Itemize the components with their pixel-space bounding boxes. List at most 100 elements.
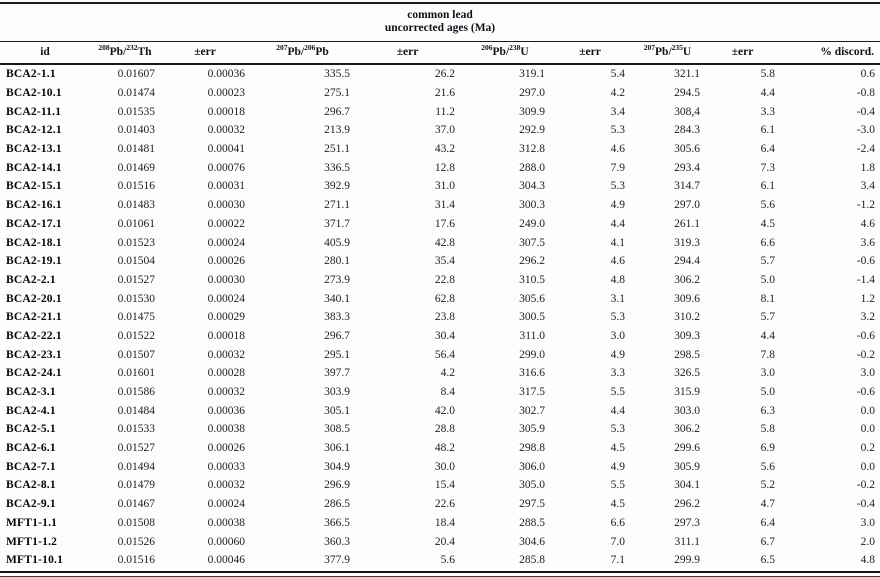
cell-value: 0.2 [860,442,875,455]
cell-value: 0.01522 [117,329,155,342]
cell-value: 0.00060 [207,535,245,548]
cell-sample-id: BCA2-19.1 [6,255,62,268]
cell-value: 284.3 [674,124,700,137]
column-header-207pb-235u: 207Pb/235U [630,42,705,65]
cell-value: 0.00026 [207,442,245,455]
cell-value: 4.9 [610,199,625,212]
cell-value: -0.6 [856,386,875,399]
cell-value: 296.7 [324,329,350,342]
cell-value: 309.3 [674,329,700,342]
cell-value: 296.9 [324,479,350,492]
cell-value: 0.01530 [117,292,155,305]
cell-value: 317.5 [519,386,545,399]
cell-value: 4.4 [760,87,775,100]
cell-value: 3.0 [610,329,625,342]
cell-value: 5.4 [610,68,625,81]
cell-sample-id: BCA2-13.1 [6,143,62,156]
cell-value: 0.00023 [207,87,245,100]
cell-value: 251.1 [324,143,350,156]
cell-value: 42.0 [434,404,455,417]
cell-value: 297.0 [674,199,700,212]
cell-value: 0.00032 [207,479,245,492]
cell-value: 0.00033 [207,460,245,473]
table-row: BCA2-3.1 0.01586 0.00032 303.9 8.4 317.5 5.5 31… [0,383,880,402]
cell-value: 6.4 [760,143,775,156]
table-row: MFT1-1.2 0.01526 0.00060 360.3 20.4 304.6 7.0 3… [0,532,880,551]
cell-value: -0.6 [856,329,875,342]
cell-value: 0.01507 [117,348,155,361]
spanning-header-line2: uncorrected ages (Ma) [384,22,496,34]
cell-value: 293.4 [674,161,700,174]
cell-sample-id: BCA2-6.1 [6,442,56,455]
cell-value: 305.9 [519,423,545,436]
table-row: BCA2-16.1 0.01483 0.00030 271.1 31.4 300.3 4.9… [0,196,880,215]
cell-value: 0.01527 [117,273,155,286]
column-header-id: id [0,42,90,65]
cell-value: 1.8 [860,161,875,174]
cell-value: 0.6 [860,68,875,81]
cell-value: 0.00024 [207,498,245,511]
cell-value: 304.3 [519,180,545,193]
cell-value: 312.8 [519,143,545,156]
cell-value: 5.3 [610,311,625,324]
cell-value: 0.00036 [207,68,245,81]
cell-value: 8.1 [760,292,775,305]
cell-value: 28.8 [434,423,455,436]
cell-value: 0.00022 [207,217,245,230]
cell-value: 2.0 [860,535,875,548]
cell-sample-id: BCA2-20.1 [6,292,62,305]
cell-value: 371.7 [324,217,350,230]
table-row: MFT1-10.1 0.01516 0.00046 377.9 5.6 285.8 7.1 2… [0,551,880,570]
cell-value: 311.1 [674,535,700,548]
cell-value: 273.9 [324,273,350,286]
cell-value: 213.9 [324,124,350,137]
cell-value: 18.4 [434,516,455,529]
cell-value: 26.2 [434,68,455,81]
cell-value: 0.00038 [207,516,245,529]
cell-value: 0.00024 [207,292,245,305]
cell-value: 0.00024 [207,236,245,249]
cell-value: 0.01527 [117,442,155,455]
cell-sample-id: BCA2-5.1 [6,423,56,436]
table-spanning-header: common lead uncorrected ages (Ma) [0,4,880,41]
cell-value: 297.0 [519,87,545,100]
cell-value: 0.0 [860,460,875,473]
cell-value: 4.5 [610,498,625,511]
cell-value: 31.0 [434,180,455,193]
table-row: BCA2-18.1 0.01523 0.00024 405.9 42.8 307.5 4.1… [0,233,880,252]
cell-value: 299.9 [674,554,700,567]
cell-sample-id: BCA2-7.1 [6,460,56,473]
cell-value: 0.0 [860,423,875,436]
cell-value: 360.3 [324,535,350,548]
cell-value: 300.5 [519,311,545,324]
header-rule [0,41,880,42]
table-row: BCA2-5.1 0.01533 0.00038 308.5 28.8 305.9 5.3 3… [0,420,880,439]
cell-value: 4.4 [610,217,625,230]
cell-value: 5.7 [760,255,775,268]
cell-value: 1.2 [860,292,875,305]
cell-value: -0.6 [856,255,875,268]
cell-value: 306.1 [324,442,350,455]
cell-value: 0.01504 [117,255,155,268]
cell-value: -1.2 [856,199,875,212]
cell-value: 310.2 [674,311,700,324]
cell-sample-id: MFT1-1.2 [6,535,58,548]
cell-value: 4.8 [860,554,875,567]
cell-value: 4.6 [860,217,875,230]
cell-value: 22.6 [434,498,455,511]
cell-value: 0.01508 [117,516,155,529]
cell-value: 303.9 [324,386,350,399]
cell-value: 286.5 [324,498,350,511]
cell-value: 30.4 [434,329,455,342]
cell-value: 321.1 [674,68,700,81]
cell-sample-id: BCA2-4.1 [6,404,56,417]
table-row: BCA2-6.1 0.01527 0.00026 306.1 48.2 298.8 4.5 2… [0,439,880,458]
cell-value: 0.01481 [117,143,155,156]
cell-value: 5.6 [760,460,775,473]
cell-value: 3.4 [610,105,625,118]
table-row: BCA2-21.1 0.01475 0.00029 383.3 23.8 300.5 5.3… [0,308,880,327]
cell-value: 5.8 [760,423,775,436]
cell-value: 6.6 [760,236,775,249]
cell-value: 377.9 [324,554,350,567]
cell-value: -1.4 [856,273,875,286]
